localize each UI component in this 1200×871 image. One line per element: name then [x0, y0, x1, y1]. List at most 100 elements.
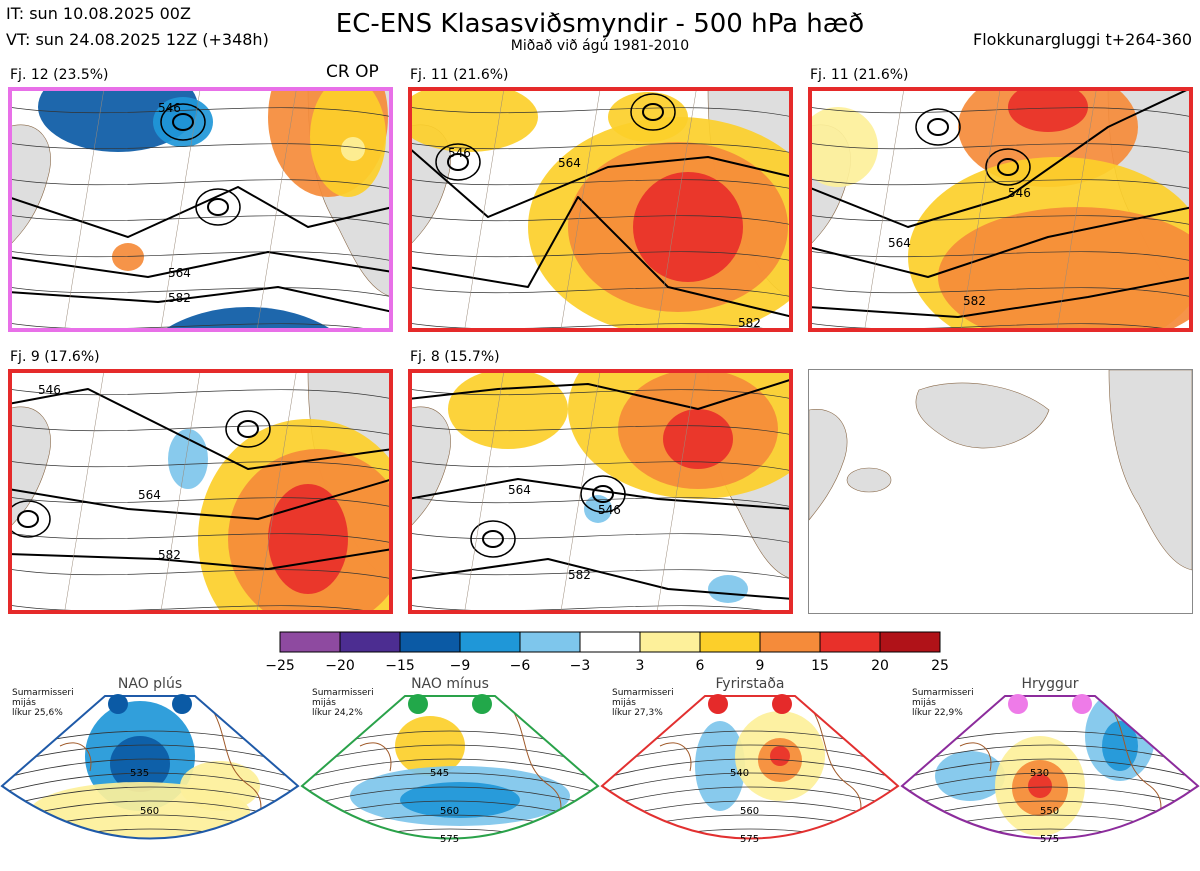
- height-contour: [8, 604, 390, 614]
- height-contour: [408, 532, 793, 544]
- control-run-tag: CR OP: [326, 62, 379, 82]
- regime-contour-label: 530: [1030, 768, 1049, 779]
- contour-label: 582: [168, 291, 191, 305]
- cluster-map-svg: 564 582 546: [408, 369, 793, 614]
- low-core: [927, 118, 949, 136]
- cluster-label-3: Fj. 11 (21.6%): [810, 67, 909, 83]
- regime-blocking: 540 560 575 Fyrirstaða Sumarmisseri mijás lí…: [600, 676, 900, 871]
- low-center: [630, 93, 676, 131]
- height-contour: [408, 496, 793, 508]
- regime-contour: [902, 744, 1198, 766]
- main-contour: [808, 206, 1193, 278]
- regime-contour: [602, 772, 898, 794]
- regime-note: mijás: [12, 698, 36, 708]
- colorbar-swatch: [339, 631, 401, 653]
- cluster-map-2: 546 564 582: [408, 87, 793, 332]
- low-center: [195, 188, 241, 226]
- coastline: [959, 742, 992, 772]
- regime-contour: [602, 828, 898, 839]
- regime-likelihood: líkur 22,9%: [912, 708, 963, 718]
- regime-contour: [2, 744, 298, 766]
- regime-nao-minus: 545 560 575 NAO mínus Sumarmisseri mijás lík…: [300, 676, 600, 871]
- main-contour: [8, 286, 393, 313]
- regime-contour: [2, 772, 298, 794]
- height-contour: [8, 322, 390, 332]
- cluster-map-svg: 546 564 582: [408, 87, 793, 332]
- meridian-line: [64, 369, 105, 614]
- land-shape: [1108, 370, 1192, 571]
- regime-name: NAO mínus: [411, 676, 489, 692]
- height-contour: [8, 142, 393, 154]
- low-center: [915, 108, 961, 146]
- meridian-line: [560, 87, 601, 332]
- regime-note: mijás: [312, 698, 336, 708]
- anomaly-area: [448, 369, 568, 449]
- regime-contour: [2, 828, 298, 839]
- coastline: [659, 742, 692, 772]
- greenland-shape: [915, 382, 1050, 449]
- height-contour: [408, 322, 790, 332]
- height-contour: [808, 286, 1193, 298]
- regime-nao-plus: 535 560 NAO plús Sumarmisseri mijás líkur 2…: [0, 676, 300, 871]
- regime-frame: [300, 695, 600, 840]
- coastline: [359, 742, 392, 772]
- empty-map-panel: [808, 369, 1193, 614]
- meridian-line: [64, 87, 105, 332]
- anomaly-area: [1012, 846, 1048, 862]
- regime-contour: [902, 786, 1198, 808]
- anomaly-area: [400, 782, 520, 818]
- meridian-line: [560, 369, 601, 614]
- regime-contour-label: 575: [1040, 834, 1059, 845]
- low-core: [237, 420, 259, 438]
- colorbar-swatch: [639, 631, 701, 653]
- regime-frame: [900, 695, 1200, 840]
- regime-dot: [772, 694, 792, 714]
- colorbar-tick-label: −25: [265, 658, 295, 674]
- coastline: [59, 742, 92, 772]
- empty-map-svg: [809, 370, 1192, 571]
- regime-contour: [902, 828, 1198, 839]
- contour-label: 564: [168, 266, 191, 280]
- colorbar-swatch: [519, 631, 581, 653]
- contour-label: 564: [558, 156, 581, 170]
- colorbar-swatch: [759, 631, 821, 653]
- low-core: [482, 530, 504, 548]
- contour-label: 582: [963, 294, 986, 308]
- low-center: [470, 520, 516, 558]
- anomaly-area: [938, 207, 1193, 332]
- land-shape: [809, 409, 848, 521]
- main-contour: [8, 186, 393, 238]
- height-contour: [408, 106, 793, 118]
- low-center: [580, 475, 626, 513]
- anomaly-area: [112, 243, 144, 271]
- main-contour: [808, 87, 1193, 228]
- regime-season: Sumarmisseri: [12, 688, 74, 698]
- height-contour: [8, 250, 393, 262]
- cluster-frame: [408, 87, 793, 332]
- main-contour: [8, 251, 393, 278]
- regime-note: mijás: [612, 698, 636, 708]
- regime-fan-svg: 530 550 575: [900, 694, 1200, 862]
- regime-contour: [902, 758, 1198, 780]
- low-center: [8, 500, 51, 538]
- cluster-map-svg: 546 564 582: [8, 87, 393, 332]
- main-contour: [8, 388, 393, 470]
- iceland-shape: [846, 467, 892, 493]
- cluster-label-1: Fj. 12 (23.5%): [10, 67, 109, 83]
- main-contour: [408, 558, 793, 600]
- meridian-line: [256, 87, 297, 332]
- height-contour: [808, 322, 1190, 332]
- colorbar-tick-label: 25: [931, 658, 949, 674]
- height-contour: [808, 178, 1193, 190]
- main-contour: [8, 478, 393, 520]
- regime-dot: [708, 694, 728, 714]
- height-contour: [408, 286, 793, 298]
- main-contour: [408, 478, 793, 510]
- regime-fan-svg: 535 560: [0, 694, 300, 840]
- regime-note: mijás: [912, 698, 936, 708]
- regime-contour-label: 560: [140, 806, 159, 817]
- anomaly-area: [770, 746, 790, 766]
- anomaly-area: [608, 92, 688, 142]
- regime-contour-label: 575: [740, 834, 759, 845]
- meridian-line: [960, 87, 1001, 332]
